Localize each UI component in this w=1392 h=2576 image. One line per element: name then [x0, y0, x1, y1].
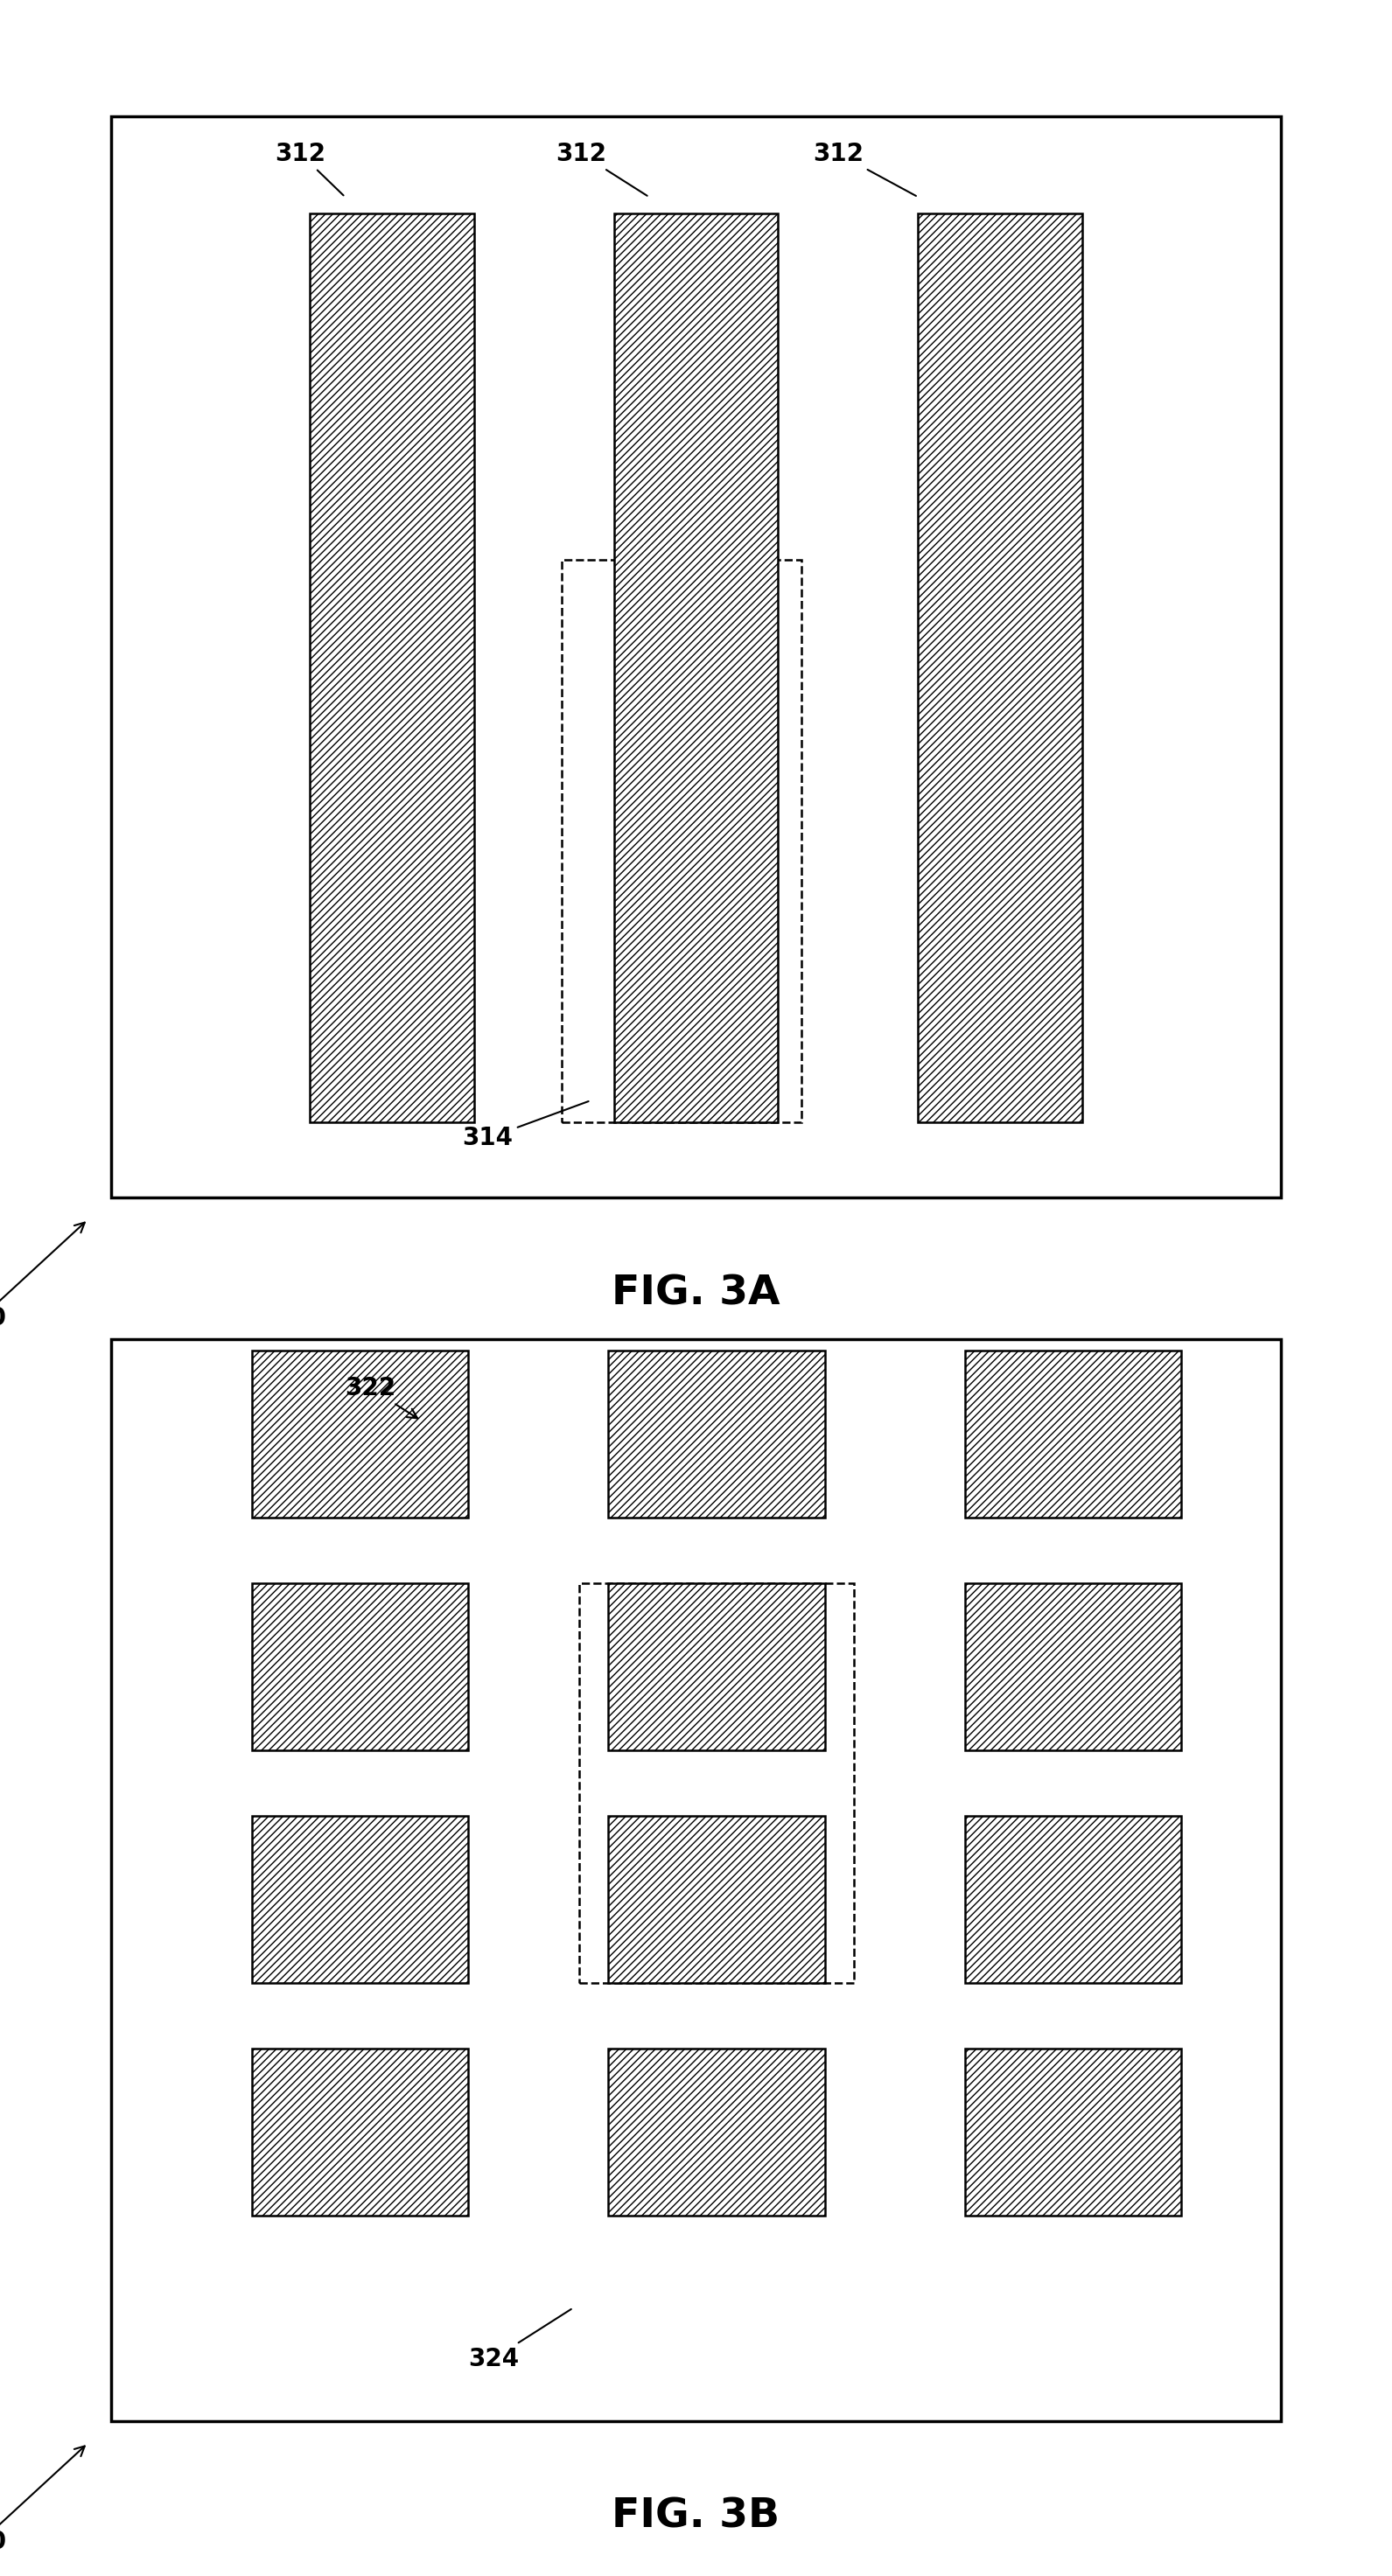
Bar [919, 214, 1082, 1123]
Text: 312: 312 [555, 142, 647, 196]
Bar [614, 214, 778, 1123]
Text: 322: 322 [345, 1376, 418, 1419]
Bar [608, 1350, 824, 1517]
Text: 320: 320 [0, 2447, 85, 2555]
Text: 324: 324 [468, 2308, 571, 2370]
Text: 312: 312 [813, 142, 916, 196]
Bar [579, 1582, 853, 1984]
Bar [561, 559, 802, 1123]
Bar [965, 1350, 1182, 1517]
Text: FIG. 3B: FIG. 3B [612, 2496, 780, 2537]
Bar [252, 2048, 468, 2215]
Bar [252, 1350, 468, 1517]
Text: 312: 312 [276, 142, 344, 196]
Bar [965, 1582, 1182, 1752]
Bar [252, 1816, 468, 1984]
Text: 314: 314 [462, 1103, 589, 1151]
Bar [965, 2048, 1182, 2215]
Bar [965, 1816, 1182, 1984]
Bar [608, 1582, 824, 1752]
Text: 310: 310 [0, 1224, 85, 1332]
Bar [252, 1582, 468, 1752]
Text: FIG. 3A: FIG. 3A [611, 1273, 781, 1314]
Bar [310, 214, 473, 1123]
Bar [608, 1816, 824, 1984]
Bar [608, 2048, 824, 2215]
